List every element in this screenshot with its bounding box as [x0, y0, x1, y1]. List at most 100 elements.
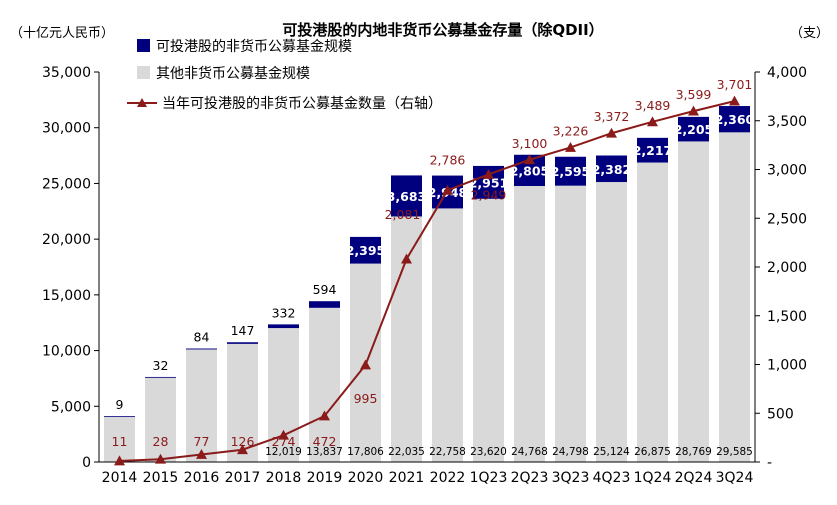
bar-hk-eligible-label: 84: [194, 330, 210, 345]
fund-count-marker: [565, 141, 576, 152]
bar-hk-eligible-funds: [227, 342, 258, 344]
bar-hk-eligible-funds: [596, 155, 627, 183]
bar-other-label: 24,798: [552, 446, 589, 458]
legend-label: 当年可投港股的非货币公募基金数量（右轴）: [162, 95, 442, 112]
bar-other-label: 24,768: [511, 446, 548, 458]
fund-count-marker: [278, 429, 289, 440]
bar-hk-eligible-funds: [350, 236, 381, 264]
x-axis-tick-label: 2Q24: [675, 470, 713, 486]
x-axis-tick-label: 2015: [143, 470, 179, 486]
fund-count-marker: [524, 154, 535, 165]
left-axis-tick-label: 30,000: [42, 121, 91, 137]
right-axis-tick-label: 2,500: [767, 211, 807, 227]
chart-title: 可投港股的内地非货币公募基金存量（除QDII）: [282, 21, 603, 39]
legend-marker: [137, 98, 147, 107]
bar-other-label: 23,620: [470, 446, 507, 458]
x-axis-tick-label: 2018: [266, 470, 302, 486]
x-axis-tick-label: 1Q24: [634, 470, 672, 486]
fund-count-label: 3,489: [635, 98, 671, 113]
bar-other-funds: [186, 349, 217, 462]
fund-count-label: 472: [313, 434, 337, 449]
bar-hk-eligible-label: 147: [231, 323, 255, 338]
bar-other-funds: [145, 377, 176, 462]
right-axis-tick-label: 3,000: [767, 163, 807, 179]
bar-other-label: 22,035: [388, 446, 425, 458]
x-axis-tick-label: 3Q23: [552, 470, 590, 486]
bar-other-label: 25,124: [593, 446, 630, 458]
fund-count-marker: [647, 116, 658, 127]
bar-other-label: 13,837: [306, 446, 343, 458]
bar-other-label: 17,806: [347, 446, 384, 458]
bar-hk-eligible-funds: [555, 156, 586, 186]
bar-other-label: 12,019: [265, 446, 302, 458]
fund-count-label: 2,081: [385, 207, 421, 222]
right-axis-unit: （支）: [790, 26, 829, 41]
right-axis-tick-label: 3,500: [767, 114, 807, 130]
x-axis-tick-label: 2022: [430, 470, 466, 486]
fund-count-marker: [401, 253, 412, 264]
x-axis-tick-label: 4Q23: [593, 470, 631, 486]
bar-other-label: 26,875: [634, 446, 671, 458]
bar-hk-eligible-funds: [309, 301, 340, 308]
bar-other-funds: [555, 185, 586, 462]
legend-swatch: [137, 66, 150, 79]
x-axis-tick-label: 2014: [102, 470, 138, 486]
fund-count-label: 3,226: [553, 123, 589, 138]
fund-count-marker: [237, 444, 248, 455]
bar-other-funds: [473, 198, 504, 462]
fund-count-label: 995: [354, 391, 378, 406]
fund-count-marker: [196, 448, 207, 459]
bar-hk-eligible-label: 2,395: [346, 243, 386, 258]
right-axis-tick-label: 4,000: [767, 65, 807, 81]
bar-hk-eligible-funds: [186, 348, 217, 350]
bar-hk-eligible-funds: [719, 106, 750, 133]
bar-other-funds: [104, 416, 135, 462]
fund-count-line: [119, 100, 735, 462]
fund-count-label: 11: [112, 434, 128, 449]
right-axis-tick-label: 2,000: [767, 260, 807, 276]
x-axis-tick-label: 2020: [348, 470, 384, 486]
bar-other-funds: [596, 182, 627, 462]
fund-count-label: 3,599: [676, 87, 712, 102]
right-axis-tick-label: 500: [767, 406, 794, 422]
left-axis-unit: （十亿元人民币）: [10, 26, 114, 41]
left-axis-tick-label: 25,000: [42, 176, 91, 192]
fund-count-label: 126: [231, 434, 255, 449]
bar-hk-eligible-label: 332: [272, 305, 296, 320]
right-axis-tick-label: -: [767, 455, 772, 471]
fund-count-marker: [483, 168, 494, 179]
fund-count-marker: [114, 455, 125, 466]
bar-hk-eligible-funds: [268, 324, 299, 329]
fund-count-label: 3,372: [594, 109, 630, 124]
bar-hk-eligible-label: 2,360: [715, 112, 755, 127]
fund-count-label: 2,786: [430, 152, 466, 167]
x-axis-tick-label: 2019: [307, 470, 343, 486]
right-axis-tick-label: 1,500: [767, 309, 807, 325]
bar-hk-eligible-label: 2,595: [551, 164, 591, 179]
bar-other-funds: [637, 162, 668, 463]
legend-label: 其他非货币公募基金规模: [156, 65, 310, 82]
bar-hk-eligible-label: 2,217: [633, 143, 673, 158]
fund-count-marker: [319, 410, 330, 421]
legend-swatch: [137, 39, 150, 52]
fund-count-label: 77: [194, 434, 210, 449]
bar-other-funds: [391, 216, 422, 462]
bar-other-funds: [227, 343, 258, 462]
bar-other-funds: [514, 186, 545, 462]
fund-count-label: 2,949: [471, 187, 507, 202]
bar-hk-eligible-label: 594: [313, 282, 337, 297]
x-axis-tick-label: 2016: [184, 470, 220, 486]
bar-other-label: 29,585: [716, 446, 753, 458]
legend-label: 可投港股的非货币公募基金规模: [156, 38, 352, 55]
x-axis-tick-label: 2Q23: [511, 470, 549, 486]
left-axis-tick-label: 5,000: [51, 399, 91, 415]
fund-count-marker: [360, 359, 371, 370]
bar-hk-eligible-label: 2,805: [510, 163, 550, 178]
bar-other-label: 28,769: [675, 446, 712, 458]
fund-count-marker: [688, 105, 699, 116]
x-axis-tick-label: 3Q24: [716, 470, 754, 486]
fund-count-marker: [155, 453, 166, 464]
bar-hk-eligible-label: 9: [116, 397, 124, 412]
